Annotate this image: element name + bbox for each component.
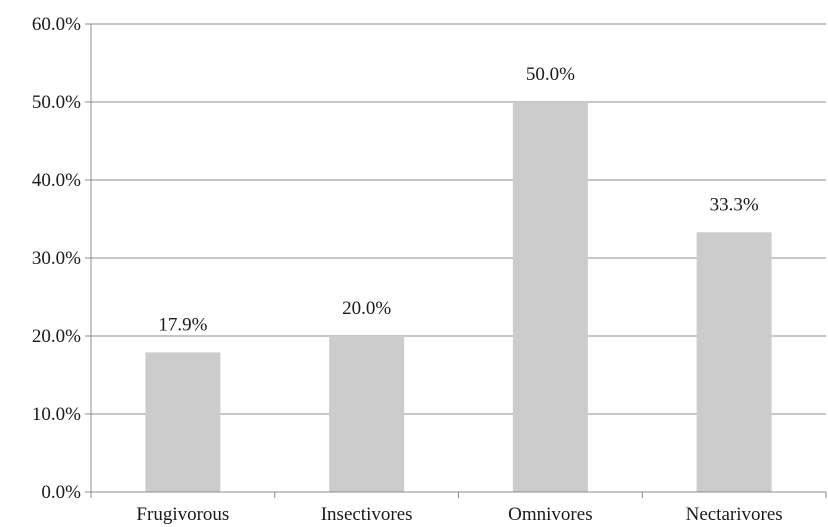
bar-insectivores xyxy=(329,336,405,492)
bar-frugivorous xyxy=(145,352,221,492)
data-label: 33.3% xyxy=(710,194,759,215)
bar-nectarivores xyxy=(696,232,772,492)
x-category-label: Frugivorous xyxy=(136,504,229,525)
bars xyxy=(145,102,772,492)
data-label: 50.0% xyxy=(526,64,575,85)
x-category-label: Nectarivores xyxy=(686,504,783,525)
y-tick-label: 10.0% xyxy=(32,404,81,425)
data-label: 20.0% xyxy=(342,298,391,319)
y-tick-label: 30.0% xyxy=(32,248,81,269)
y-tick-label: 0.0% xyxy=(41,482,81,503)
y-tick-label: 40.0% xyxy=(32,170,81,191)
x-category-label: Omnivores xyxy=(508,504,592,525)
data-label: 17.9% xyxy=(158,314,207,335)
bar-omnivores xyxy=(512,102,588,492)
x-category-label: Insectivores xyxy=(321,504,413,525)
y-tick-label: 60.0% xyxy=(32,14,81,35)
y-tick-label: 50.0% xyxy=(32,92,81,113)
labels: 0.0% 10.0% 20.0% 30.0% 40.0% 50.0% 60.0% 17.9% F… xyxy=(32,14,783,525)
axes xyxy=(85,23,827,498)
y-tick-label: 20.0% xyxy=(32,326,81,347)
